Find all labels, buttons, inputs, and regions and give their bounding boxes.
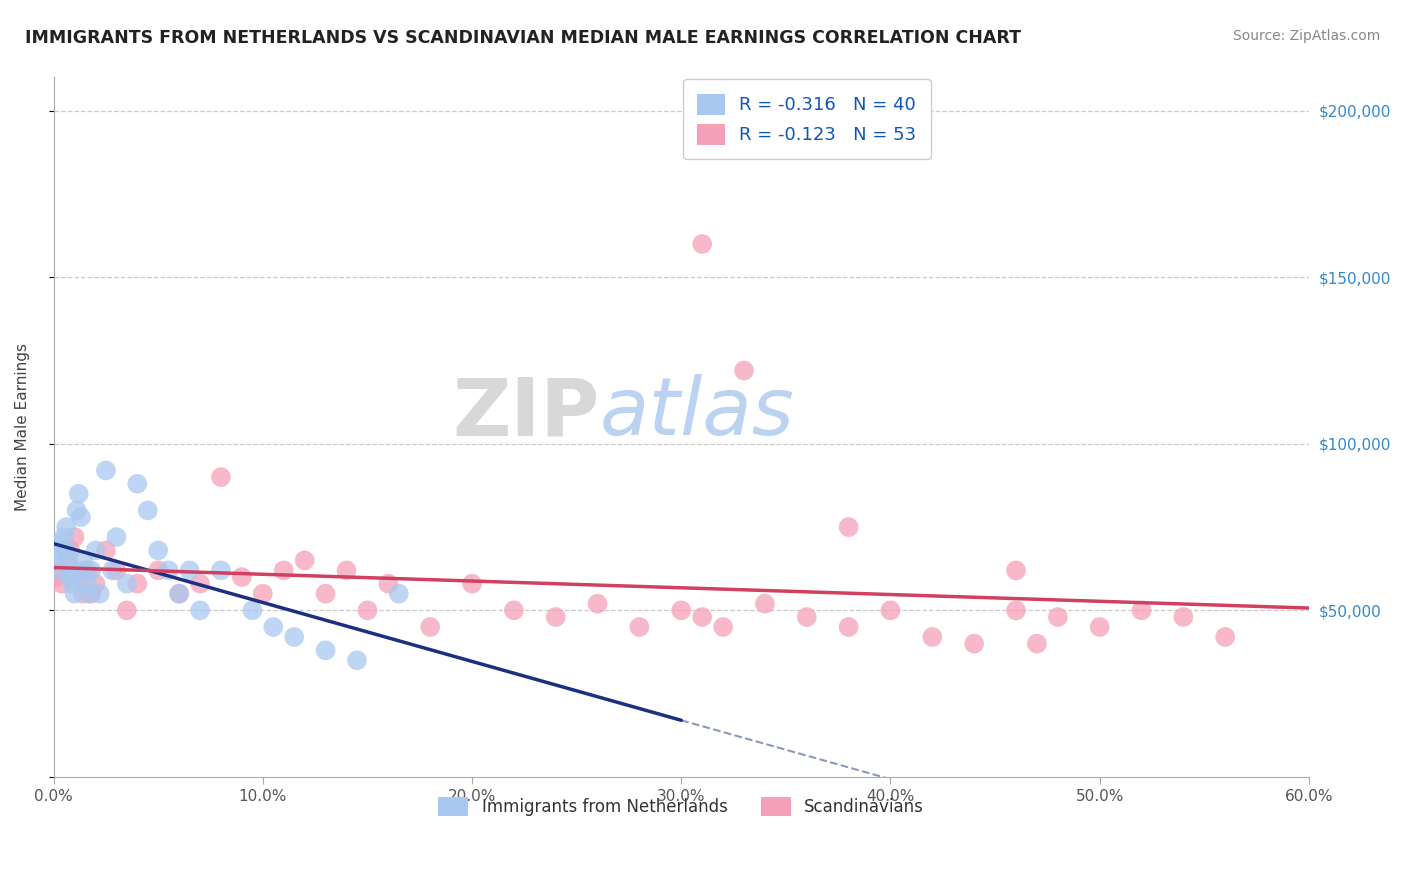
Point <box>76 576 98 591</box>
Point <box>209 563 232 577</box>
Point <box>586 597 609 611</box>
Point <box>294 553 316 567</box>
Text: IMMIGRANTS FROM NETHERLANDS VS SCANDINAVIAN MEDIAN MALE EARNINGS CORRELATION CHA: IMMIGRANTS FROM NETHERLANDS VS SCANDINAV… <box>25 29 1021 46</box>
Point <box>80 587 103 601</box>
Text: Source: ZipAtlas.com: Source: ZipAtlas.com <box>1233 29 1381 43</box>
Point <box>45 570 67 584</box>
Point <box>67 487 90 501</box>
Point <box>59 543 82 558</box>
Point <box>58 553 80 567</box>
Point <box>796 610 818 624</box>
Point <box>167 587 190 601</box>
Point <box>356 603 378 617</box>
Point <box>136 503 159 517</box>
Point <box>76 563 98 577</box>
Point <box>838 620 860 634</box>
Point <box>46 537 69 551</box>
Point <box>502 603 524 617</box>
Point <box>711 620 734 634</box>
Point <box>55 553 77 567</box>
Point <box>84 543 107 558</box>
Point <box>1005 563 1028 577</box>
Point <box>73 563 96 577</box>
Point <box>1173 610 1195 624</box>
Point <box>1005 603 1028 617</box>
Point <box>63 587 86 601</box>
Point <box>51 576 73 591</box>
Point <box>94 543 117 558</box>
Point <box>1213 630 1236 644</box>
Point <box>179 563 201 577</box>
Point <box>105 530 128 544</box>
Point <box>838 520 860 534</box>
Point <box>283 630 305 644</box>
Point <box>879 603 901 617</box>
Point <box>377 576 399 591</box>
Point <box>80 563 103 577</box>
Point <box>63 530 86 544</box>
Point <box>628 620 651 634</box>
Point <box>105 563 128 577</box>
Point <box>46 563 69 577</box>
Point <box>65 503 87 517</box>
Point <box>262 620 284 634</box>
Point <box>84 576 107 591</box>
Point <box>733 363 755 377</box>
Point <box>1088 620 1111 634</box>
Point <box>148 563 170 577</box>
Point <box>167 587 190 601</box>
Point <box>59 570 82 584</box>
Point <box>49 563 72 577</box>
Point <box>1025 637 1047 651</box>
Point <box>240 603 263 617</box>
Point <box>72 587 94 601</box>
Text: atlas: atlas <box>600 374 794 452</box>
Point <box>963 637 986 651</box>
Point <box>45 553 67 567</box>
Point <box>690 610 713 624</box>
Point <box>157 563 180 577</box>
Point <box>388 587 411 601</box>
Point <box>115 603 138 617</box>
Point <box>69 510 91 524</box>
Point <box>419 620 441 634</box>
Point <box>231 570 253 584</box>
Point <box>1130 603 1153 617</box>
Point <box>53 530 76 544</box>
Point <box>273 563 295 577</box>
Point <box>315 643 337 657</box>
Point <box>188 603 211 617</box>
Point <box>1046 610 1069 624</box>
Point <box>55 543 77 558</box>
Point <box>335 563 357 577</box>
Point <box>209 470 232 484</box>
Point <box>67 570 90 584</box>
Point <box>63 563 86 577</box>
Text: ZIP: ZIP <box>453 374 600 452</box>
Point <box>51 543 73 558</box>
Point <box>115 576 138 591</box>
Point <box>94 463 117 477</box>
Point <box>754 597 776 611</box>
Point <box>188 576 211 591</box>
Point <box>127 476 149 491</box>
Point <box>252 587 274 601</box>
Point <box>72 553 94 567</box>
Point <box>101 563 124 577</box>
Point <box>315 587 337 601</box>
Point <box>127 576 149 591</box>
Legend: Immigrants from Netherlands, Scandinavians: Immigrants from Netherlands, Scandinavia… <box>430 789 932 824</box>
Point <box>89 587 111 601</box>
Point <box>77 587 100 601</box>
Point <box>461 576 484 591</box>
Point <box>544 610 567 624</box>
Point <box>55 520 77 534</box>
Point <box>921 630 943 644</box>
Y-axis label: Median Male Earnings: Median Male Earnings <box>15 343 30 511</box>
Point <box>62 576 84 591</box>
Point <box>148 543 170 558</box>
Point <box>690 237 713 252</box>
Point <box>346 653 368 667</box>
Point <box>671 603 693 617</box>
